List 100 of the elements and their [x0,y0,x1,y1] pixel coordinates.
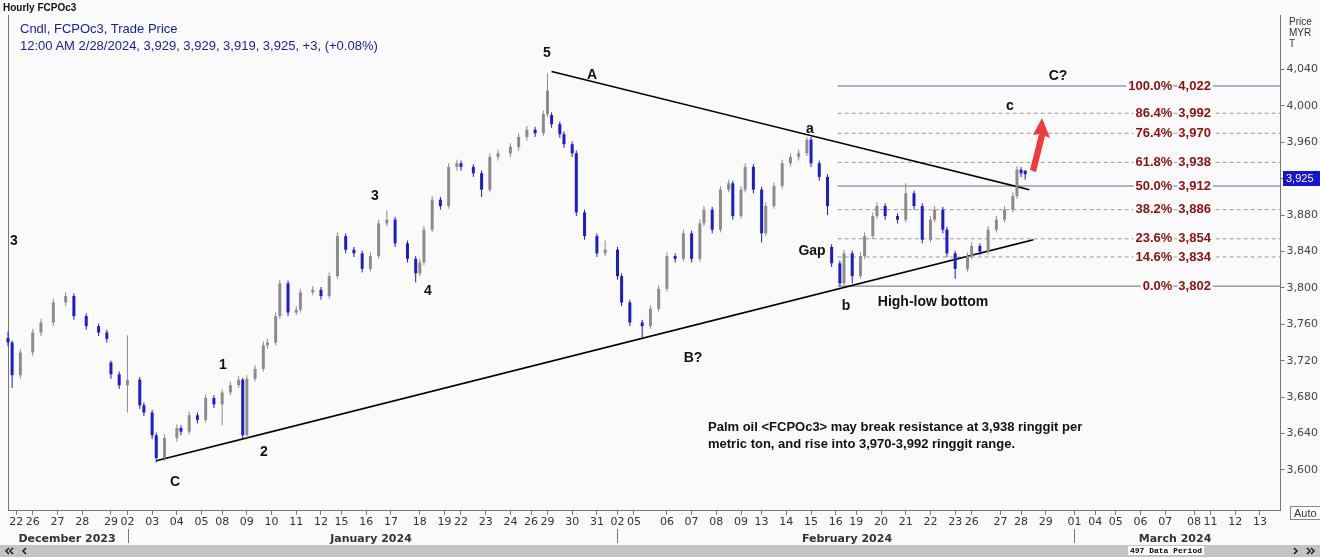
x-tick-label: 28 [75,515,90,529]
annotation: 3 [371,187,379,203]
candlestick [220,388,224,426]
candlestick [125,334,129,414]
candlestick [928,215,932,243]
candlestick [179,424,183,436]
candlestick [657,284,661,313]
chart-title: Hourly FCPOc3 [3,2,77,13]
candlestick [912,190,916,211]
candlestick [545,72,549,118]
x-tick-label: 28 [1014,515,1029,529]
ref-line-label: 50.0% 3,912 [1135,177,1211,193]
candlestick [640,319,644,339]
x-tick-label: 09 [734,515,749,529]
candlestick [541,110,545,137]
ref-line-label: 0.0% 3,802 [1142,277,1211,293]
candlestick [941,206,945,234]
x-tick-label: 08 [1187,515,1202,529]
ref-line-label: 86.4% 3,992 [1135,104,1211,120]
annotation: C [169,473,181,489]
candlestick [150,409,154,440]
ref-line-label: 76.4% 3,970 [1135,124,1211,140]
y-tick-label: 4,000 [1286,98,1319,112]
candlestick [817,160,821,182]
candlestick [525,125,529,142]
x-tick-label: 02 [120,515,135,529]
candlestick [780,159,784,190]
candlestick [1011,191,1015,213]
text: 3,925 [1283,171,1320,186]
text: February 2024 [801,531,893,545]
text: December 2023 [18,531,116,545]
x-tick-label: 07 [1158,515,1173,529]
annotation: c [1006,97,1014,113]
candlestick [360,250,364,273]
ref-line-label: 61.8% 3,938 [1135,153,1211,169]
candlestick [162,433,166,462]
y-tick-label: 3,680 [1286,389,1319,403]
x-tick-label: 01 [1067,515,1082,529]
text: January 2024 [330,531,412,545]
x-tick-label: 27 [50,515,65,529]
x-tick-label: 11 [289,515,304,529]
y-tick-label: 4,040 [1286,62,1319,76]
x-tick-label: 22 [454,515,468,529]
candlestick [455,159,459,172]
candlestick [595,232,599,258]
annotation: 1 [219,356,227,372]
candlestick [187,411,191,435]
x-tick-label: 03 [145,515,160,529]
text: March 2024 [1138,531,1212,545]
x-tick-label: 12 [1228,515,1243,529]
x-tick-label: 06 [1133,515,1148,529]
x-tick-label: 17 [383,515,398,529]
x-tick-label: 06 [659,515,674,529]
candlestick [628,299,632,327]
y-tick-label: 3,880 [1286,208,1319,221]
x-tick-label: 27 [993,515,1008,529]
x-tick-label: 05 [194,515,209,529]
x-tick-label: 29 [1038,515,1053,529]
y-tick-label: 3,600 [1286,462,1319,476]
x-tick-label: 04 [169,515,184,529]
candlestick [459,160,463,172]
x-tick-label: 29 [540,515,555,529]
candlestick [344,232,348,254]
candlestick [319,286,323,301]
annotation: 5 [543,44,551,60]
annotation: High-low bottom [877,293,989,309]
candlestick [809,136,813,168]
annotation: A [586,66,598,82]
candlestick [261,341,265,373]
x-tick-label: 29 [103,515,118,529]
y-tick-label: 3,800 [1286,280,1319,294]
x-tick-label: 30 [565,515,580,529]
candlestick [212,394,216,409]
x-tick-label: 22 [9,515,24,529]
ref-line-label: 38.2% 3,886 [1135,201,1211,217]
candlestick [648,304,652,330]
annotation: B? [683,349,703,365]
candlestick [673,252,677,263]
annotation: 12:00 AM 2/28/2024, 3,929, 3,929, 3,919, 3,925, +3, (+0.08%) [20,38,378,53]
annotation: b [841,297,851,313]
annotation: 2 [260,443,268,459]
candlestick [368,251,372,273]
candlestick [51,298,55,327]
candlestick [204,393,208,424]
annotation: a [806,120,814,136]
x-tick-label: 04 [1088,515,1103,529]
candlestick [31,328,35,357]
x-tick-label: 19 [849,515,864,529]
candlestick [298,288,302,313]
candlestick [496,149,500,162]
candlestick [772,181,776,210]
annotation: C? [1048,67,1068,83]
text: 497 Data Period [1128,546,1205,555]
x-tick-label: 18 [412,515,427,529]
candlestick [863,231,867,260]
candlestick [393,216,397,248]
candlestick [405,240,409,263]
x-tick-label: 23 [478,515,493,529]
candlestick [945,226,949,258]
x-tick-label: 19 [437,515,452,529]
